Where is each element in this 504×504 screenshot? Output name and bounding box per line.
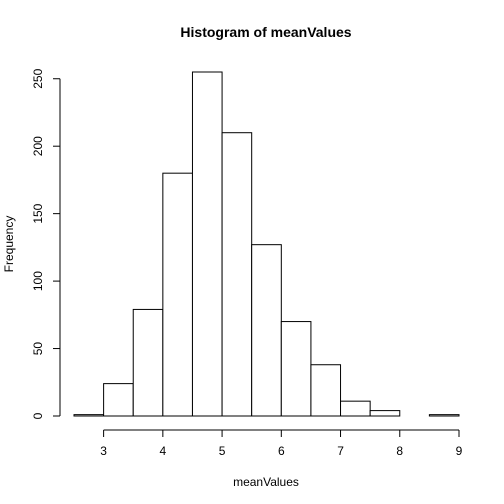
histogram-bar-7 xyxy=(280,321,312,417)
x-axis-label: meanValues xyxy=(233,475,299,489)
y-tick-label-50: 50 xyxy=(31,342,45,356)
x-tick-label-9: 9 xyxy=(456,444,463,458)
x-tick-label-6: 6 xyxy=(278,444,285,458)
histogram-bar-1 xyxy=(103,383,134,417)
y-tick-label-0: 0 xyxy=(31,412,45,419)
x-tick-label-4: 4 xyxy=(160,444,167,458)
histogram-bar-6 xyxy=(251,244,282,417)
histogram-bar-9 xyxy=(340,400,371,417)
histogram-bar-8 xyxy=(310,364,342,417)
histogram-bar-3 xyxy=(162,172,193,417)
x-tick-label-3: 3 xyxy=(100,444,107,458)
histogram-bar-4 xyxy=(191,71,223,417)
y-tick-label-100: 100 xyxy=(31,271,45,291)
histogram-bar-5 xyxy=(221,132,253,417)
x-tick-label-5: 5 xyxy=(219,444,226,458)
histogram-bars xyxy=(73,71,460,417)
x-tick-label-7: 7 xyxy=(337,444,344,458)
histogram-bar-10 xyxy=(369,410,401,417)
x-axis: 3 4 5 6 7 8 9 xyxy=(100,429,463,458)
histogram-bar-12 xyxy=(428,414,460,417)
y-axis-label: Frequency xyxy=(2,216,16,273)
histogram-bar-0 xyxy=(73,414,105,417)
y-tick-label-200: 200 xyxy=(31,136,45,156)
x-tick-label-8: 8 xyxy=(396,444,403,458)
chart-title: Histogram of meanValues xyxy=(180,24,351,40)
y-tick-label-250: 250 xyxy=(31,68,45,88)
y-tick-label-150: 150 xyxy=(31,203,45,223)
y-axis: 0 50 100 150 200 250 xyxy=(31,68,61,419)
histogram-bar-2 xyxy=(132,308,164,417)
